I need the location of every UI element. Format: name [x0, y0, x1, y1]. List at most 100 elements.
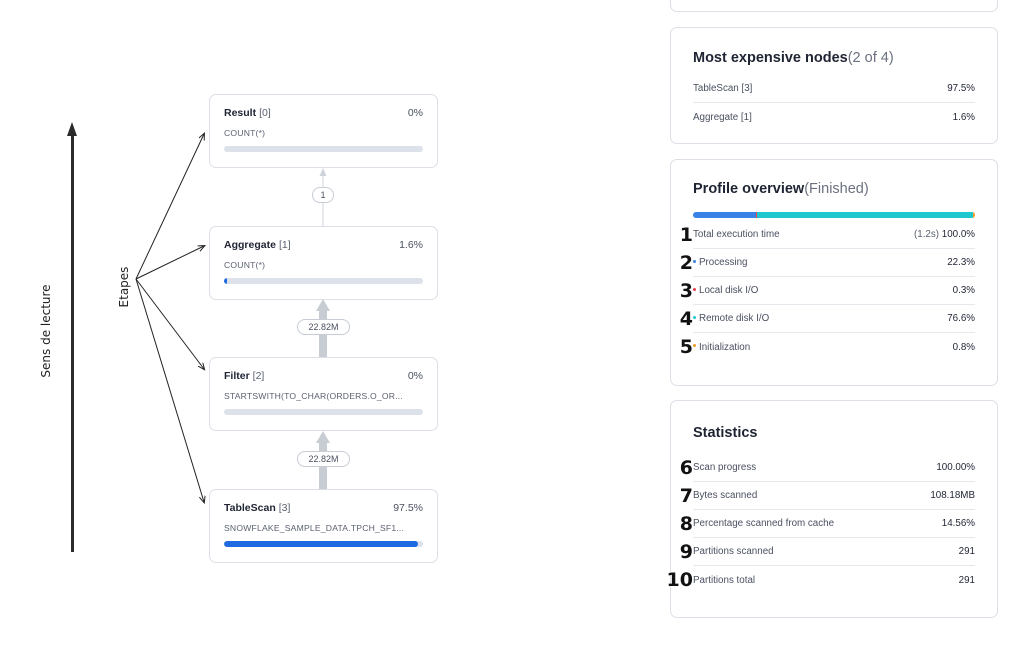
card-title-count: (2 of 4) — [847, 50, 894, 66]
node-progress-bar — [224, 146, 423, 152]
reading-direction-arrow — [67, 122, 79, 552]
most-expensive-nodes-card: Most expensive nodes(2 of 4) TableScan [… — [670, 27, 998, 144]
stat-row-scan-progress: 6 Scan progress 100.00% — [680, 454, 975, 482]
connector-to-aggregate — [135, 246, 204, 280]
overview-row-processing: 2 Processing 22.3% — [680, 249, 975, 277]
overview-value: (1.2s) 100.0% — [914, 229, 975, 240]
node-index: [1] — [278, 239, 291, 251]
stat-label: Bytes scanned — [693, 490, 758, 501]
stat-value: 291 — [958, 546, 975, 557]
overview-label-wrap: Local disk I/O — [693, 285, 758, 296]
profile-overview-card: Profile overview(Finished) 1 Total execu… — [670, 159, 998, 386]
stat-row-partitions-total: 10 Partitions total 291 — [667, 566, 975, 594]
overview-label-wrap: Remote disk I/O — [693, 313, 769, 324]
overview-row-total: 1 Total execution time (1.2s) 100.0% — [680, 221, 975, 249]
overview-seconds: (1.2s) — [913, 229, 940, 240]
edge-row-count: 22.82M — [297, 451, 350, 467]
breakdown-segment — [972, 212, 975, 218]
overview-percent: 76.6% — [947, 313, 975, 324]
node-name: Aggregate — [224, 239, 276, 251]
overview-label: Processing — [699, 257, 748, 268]
annotation-number: 3 — [679, 280, 693, 302]
node-percent: 97.5% — [393, 502, 423, 514]
expensive-node-row[interactable]: Aggregate [1] 1.6% — [693, 103, 975, 131]
node-percent: 0% — [407, 370, 423, 382]
card-title-text: Most expensive nodes — [693, 50, 848, 66]
overview-label: Local disk I/O — [699, 285, 759, 296]
connector-to-tablescan — [135, 278, 204, 502]
node-progress-fill — [224, 541, 419, 547]
annotation-number: 2 — [679, 252, 693, 274]
flow-arrowhead-2 — [316, 299, 330, 311]
legend-dot-icon — [693, 344, 696, 348]
overview-label: Initialization — [699, 341, 751, 353]
overview-row-remote-io: 4 Remote disk I/O 76.6% — [680, 305, 975, 333]
expensive-node-label: Aggregate [1] — [693, 111, 752, 123]
stat-row-cache-percentage: 8 Percentage scanned from cache 14.56% — [680, 510, 975, 538]
node-detail: COUNT(*) — [224, 128, 266, 138]
node-detail: COUNT(*) — [224, 260, 266, 270]
edge-row-count: 1 — [312, 187, 334, 203]
legend-dot-icon — [693, 259, 696, 263]
expensive-node-value: 97.5% — [947, 83, 975, 94]
operator-node-aggregate[interactable]: Aggregate [1] 1.6% COUNT(*) — [209, 226, 438, 300]
statistics-card: Statistics 6 Scan progress 100.00% 7 Byt… — [667, 400, 998, 618]
stat-value: 100.00% — [936, 462, 975, 473]
annotation-number: 7 — [679, 485, 693, 507]
card-title-text: Profile overview — [693, 181, 805, 197]
breakdown-segment — [693, 212, 756, 218]
overview-label: Remote disk I/O — [699, 313, 770, 324]
operator-node-tablescan[interactable]: TableScan [3] 97.5% SNOWFLAKE_SAMPLE_DATA… — [209, 489, 438, 563]
edge-row-count: 22.82M — [297, 319, 350, 335]
expensive-node-list: TableScan [3] 97.5% Aggregate [1] 1.6% — [693, 75, 975, 131]
overview-percent: 100.0% — [941, 229, 975, 240]
node-percent: 1.6% — [399, 239, 423, 251]
node-detail: STARTSWITH(TO_CHAR(ORDERS.O_OR... — [224, 391, 403, 401]
overview-label-wrap: Initialization — [693, 342, 750, 353]
cropped-card — [670, 0, 998, 12]
execution-time-breakdown-bar — [693, 212, 975, 218]
annotation-number: 4 — [679, 308, 693, 330]
legend-dot-icon — [693, 287, 696, 291]
card-title-status: (Finished) — [804, 181, 869, 197]
card-title: Profile overview(Finished) — [693, 181, 975, 197]
statistics-list: 6 Scan progress 100.00% 7 Bytes scanned … — [667, 454, 975, 594]
node-progress-fill — [224, 278, 228, 284]
annotation-number: 9 — [679, 541, 693, 563]
stat-label: Percentage scanned from cache — [693, 518, 835, 529]
card-title: Statistics — [693, 425, 758, 441]
stat-value: 14.56% — [941, 518, 975, 529]
stat-value: 108.18MB — [930, 490, 975, 501]
node-title: Aggregate [1] — [224, 239, 291, 251]
overview-list: 1 Total execution time (1.2s) 100.0% 2 P… — [680, 221, 975, 361]
connector-to-filter — [135, 278, 204, 369]
arrow-head — [67, 122, 77, 136]
node-index: [0] — [259, 107, 271, 119]
node-title: Filter [2] — [224, 370, 264, 382]
connector-to-result — [135, 134, 204, 280]
reading-direction-label: Sens de lecture — [39, 284, 53, 378]
overview-row-initialization: 5 Initialization 0.8% — [680, 333, 975, 361]
node-title: Result [0] — [224, 107, 271, 119]
node-name: Result — [224, 107, 257, 119]
expensive-node-label: TableScan [3] — [693, 83, 753, 94]
flow-arrowhead-1 — [319, 168, 327, 176]
overview-label: Total execution time — [693, 229, 780, 240]
overview-percent: 0.3% — [952, 285, 975, 296]
stat-value: 291 — [958, 574, 975, 586]
node-detail: SNOWFLAKE_SAMPLE_DATA.TPCH_SF1... — [224, 523, 405, 533]
stat-label: Partitions scanned — [693, 546, 774, 557]
node-progress-bar — [224, 409, 423, 415]
node-name: Filter — [224, 370, 250, 382]
node-index: [3] — [278, 502, 291, 514]
stat-label: Partitions total — [693, 574, 756, 586]
operator-node-filter[interactable]: Filter [2] 0% STARTSWITH(TO_CHAR(ORDERS.O… — [209, 357, 438, 431]
node-progress-bar — [224, 278, 423, 284]
stat-row-partitions-scanned: 9 Partitions scanned 291 — [680, 538, 975, 566]
node-index: [2] — [252, 370, 265, 382]
breakdown-segment — [755, 212, 757, 218]
annotation-number: 6 — [679, 457, 693, 479]
expensive-node-row[interactable]: TableScan [3] 97.5% — [693, 75, 975, 103]
node-name: TableScan — [224, 502, 276, 514]
operator-node-result[interactable]: Result [0] 0% COUNT(*) — [209, 94, 438, 168]
